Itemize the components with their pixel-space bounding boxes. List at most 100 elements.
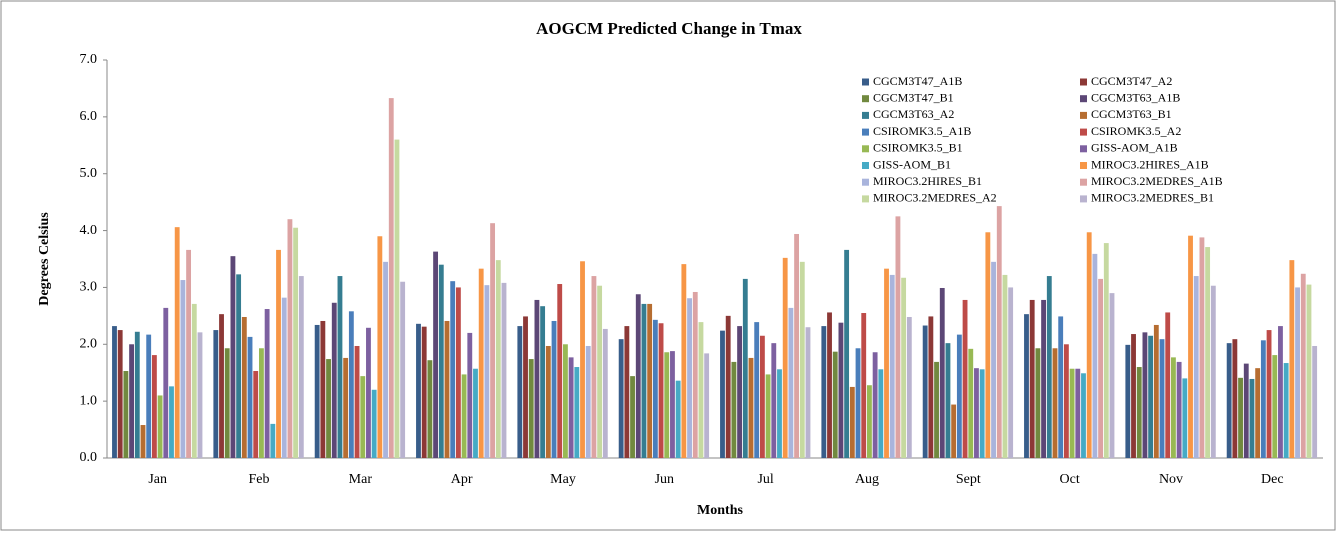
- bar: [523, 316, 528, 458]
- bar: [528, 359, 534, 458]
- chart-title: AOGCM Predicted Change in Tmax: [536, 19, 802, 38]
- bar: [765, 374, 771, 458]
- bar: [1075, 368, 1081, 458]
- bar: [985, 232, 991, 458]
- x-tick-label: Aug: [855, 472, 879, 487]
- bar: [180, 280, 186, 458]
- bar: [1041, 299, 1047, 458]
- bar: [1052, 348, 1058, 458]
- bar: [433, 251, 439, 458]
- x-tick-label: Jan: [148, 472, 167, 487]
- bar: [731, 361, 737, 458]
- bar: [1193, 276, 1199, 458]
- legend-swatch: [862, 95, 869, 103]
- bar: [157, 395, 163, 458]
- bar: [253, 371, 259, 458]
- bar: [1306, 284, 1312, 458]
- bar: [799, 261, 805, 458]
- bar: [545, 345, 551, 458]
- bar: [934, 361, 939, 458]
- bar: [1272, 355, 1278, 458]
- bar: [1278, 326, 1283, 458]
- bar: [1289, 260, 1295, 458]
- bar: [725, 315, 731, 458]
- bar: [1109, 293, 1115, 458]
- x-tick-label: Sept: [956, 472, 981, 487]
- bar: [473, 368, 478, 458]
- bar: [878, 369, 884, 458]
- bar: [928, 316, 934, 458]
- bar: [394, 139, 400, 458]
- bar: [956, 334, 962, 458]
- bar: [849, 386, 855, 458]
- bar: [670, 351, 675, 458]
- legend-swatch: [862, 128, 869, 136]
- bar: [805, 327, 811, 458]
- bar: [922, 325, 928, 458]
- bar: [241, 316, 247, 458]
- bar: [794, 233, 800, 458]
- bar: [360, 376, 366, 458]
- bar: [681, 264, 687, 458]
- bar: [1035, 348, 1041, 458]
- bar: [838, 322, 844, 458]
- bar: [1081, 373, 1086, 458]
- bar: [134, 331, 140, 458]
- y-tick-label: 5.0: [80, 166, 98, 181]
- bar: [832, 351, 838, 458]
- bar: [1226, 343, 1232, 458]
- bar: [1300, 273, 1306, 458]
- legend-swatch: [1080, 178, 1087, 186]
- y-tick-label: 4.0: [80, 223, 98, 238]
- bar: [884, 268, 889, 458]
- bar: [901, 277, 907, 458]
- bar: [1238, 377, 1243, 458]
- bar: [635, 294, 641, 458]
- bar: [939, 287, 945, 458]
- bar: [1148, 335, 1154, 458]
- legend-swatch: [1080, 128, 1087, 136]
- bar: [416, 323, 421, 458]
- bar: [945, 343, 951, 458]
- bar: [421, 326, 427, 458]
- bar: [1176, 361, 1182, 458]
- bar: [1103, 243, 1109, 458]
- bar: [230, 256, 236, 458]
- bar: [224, 348, 230, 458]
- x-tick-label: Apr: [451, 472, 473, 487]
- bar: [1182, 378, 1188, 458]
- bar: [1243, 363, 1249, 458]
- legend-swatch: [1080, 111, 1087, 119]
- bar: [1255, 368, 1261, 458]
- bar: [557, 284, 563, 458]
- legend-label: CSIROMK3.5_B1: [873, 141, 963, 155]
- bar: [326, 359, 331, 458]
- bar: [591, 276, 597, 458]
- bar: [1153, 324, 1159, 458]
- legend-label: CGCM3T47_A2: [1091, 74, 1172, 88]
- bar: [264, 309, 270, 458]
- bar: [112, 326, 117, 458]
- bar: [1125, 344, 1131, 458]
- bar: [597, 285, 603, 458]
- bar: [906, 316, 912, 458]
- legend-swatch: [1080, 78, 1087, 86]
- bar: [777, 369, 782, 458]
- bar: [630, 376, 635, 458]
- bar: [191, 303, 197, 458]
- x-tick-label: Jun: [655, 472, 674, 487]
- x-tick-label: May: [550, 472, 576, 487]
- legend: CGCM3T47_A1B CGCM3T47_A2 CGCM3T47_B1 CGCM3T…: [862, 74, 1223, 205]
- bar: [1058, 316, 1064, 458]
- bar: [490, 223, 496, 458]
- legend-swatch: [1080, 145, 1087, 153]
- bar: [861, 313, 867, 458]
- y-tick-label: 1.0: [80, 393, 98, 408]
- bar: [337, 276, 343, 458]
- bar: [270, 423, 276, 458]
- bar: [478, 268, 484, 458]
- bar: [782, 257, 788, 458]
- legend-swatch: [1080, 162, 1087, 169]
- bar: [962, 299, 968, 458]
